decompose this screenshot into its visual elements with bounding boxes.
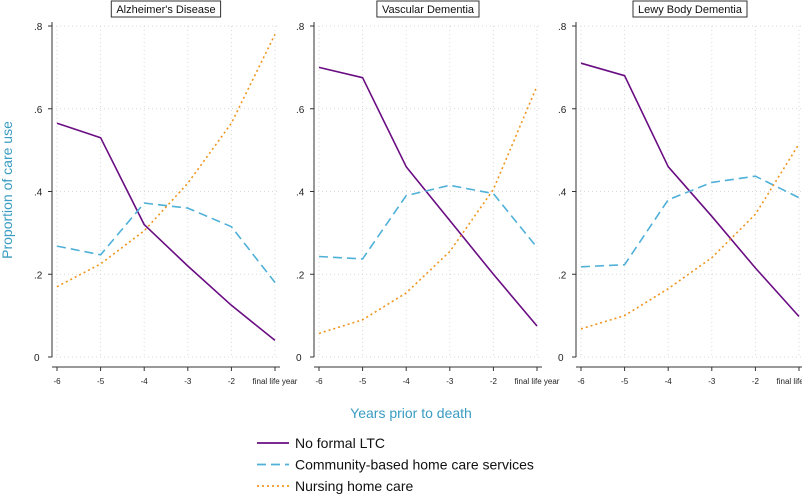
y-tick-label: 0	[34, 353, 40, 364]
legend-item-community: Community-based home care services	[257, 457, 534, 473]
panel-title-box	[376, 0, 480, 18]
series-line-nursing	[56, 33, 276, 288]
panel-title-box	[632, 0, 748, 18]
panel-1: 0 .2 .4 .6 .8 -6 -5 -4 -3 -2 final life year Vascul…	[296, 0, 560, 386]
panel-0: 0 .2 .4 .6 .8 -6 -5 -4 -3 -2 final life year Alzhei…	[34, 0, 298, 386]
x-tick-label: final life year	[515, 377, 560, 386]
legend-item-no_formal_ltc: No formal LTC	[257, 435, 385, 451]
x-tick-label: -6	[315, 377, 323, 386]
series-line-community	[318, 184, 538, 260]
x-tick-label: -5	[97, 377, 105, 386]
series-line-community	[580, 175, 800, 268]
series-line-no_formal_ltc	[56, 122, 276, 342]
panel-2: 0 .2 .4 .6 .8 -6 -5 -4 -3 -2 final life year Lewy B…	[558, 0, 802, 386]
legend-label: Community-based home care services	[295, 457, 534, 473]
series-line-no_formal_ltc	[318, 66, 538, 327]
y-tick-label: .6	[558, 105, 567, 116]
x-tick-label: -4	[141, 377, 149, 386]
x-tick-label: final life year	[253, 377, 298, 386]
x-tick-label: -6	[577, 377, 585, 386]
y-tick-label: .2	[296, 270, 305, 281]
legend-item-nursing: Nursing home care	[257, 478, 413, 494]
y-tick-label: .6	[34, 105, 43, 116]
x-tick-label: final life year	[777, 377, 802, 386]
y-tick-label: .4	[558, 188, 567, 199]
panel-title: Alzheimer's Disease	[116, 4, 215, 16]
panel-title-box	[110, 0, 222, 18]
x-tick-label: -2	[752, 377, 760, 386]
y-tick-label: .2	[558, 270, 567, 281]
y-tick-label: .6	[296, 105, 305, 116]
x-tick-label: -5	[359, 377, 367, 386]
legend-label: No formal LTC	[295, 435, 385, 451]
series-line-nursing	[318, 85, 538, 335]
y-tick-label: .8	[296, 22, 305, 33]
panel-title: Vascular Dementia	[382, 4, 475, 16]
y-axis-title: Proportion of care use	[0, 121, 15, 259]
x-tick-label: -4	[403, 377, 411, 386]
y-tick-label: 0	[558, 353, 564, 364]
x-tick-label: -4	[665, 377, 673, 386]
x-axis-title: Years prior to death	[350, 405, 472, 421]
x-tick-label: -5	[621, 377, 629, 386]
x-tick-label: -3	[446, 377, 454, 386]
x-tick-label: -3	[708, 377, 716, 386]
x-tick-label: -2	[490, 377, 498, 386]
y-tick-label: .2	[34, 270, 43, 281]
x-tick-label: -6	[53, 377, 61, 386]
legend-label: Nursing home care	[295, 478, 413, 494]
series-line-community	[56, 202, 276, 283]
plot-area	[314, 26, 542, 357]
y-tick-label: .8	[34, 22, 43, 33]
y-tick-label: .4	[296, 188, 305, 199]
y-tick-label: 0	[296, 353, 302, 364]
series-line-nursing	[580, 143, 800, 330]
y-tick-label: .8	[558, 22, 567, 33]
panel-title: Lewy Body Dementia	[638, 4, 743, 16]
plot-area	[52, 26, 280, 357]
x-tick-label: -2	[228, 377, 236, 386]
x-tick-label: -3	[184, 377, 192, 386]
y-tick-label: .4	[34, 188, 43, 199]
